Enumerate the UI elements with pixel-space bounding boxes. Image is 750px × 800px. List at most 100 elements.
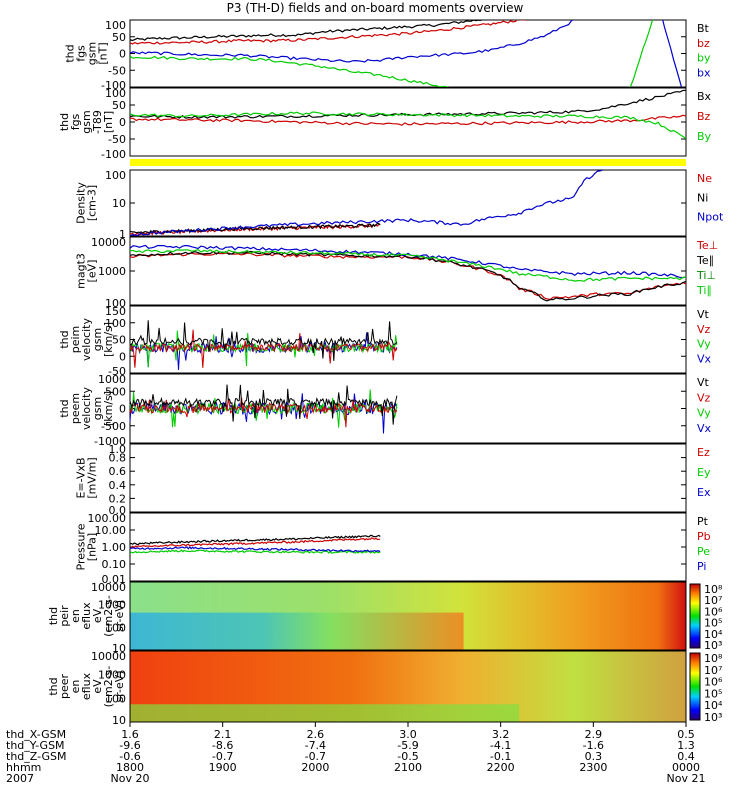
y-tick-label: -50 [108,365,126,378]
panel-frame-7 [129,512,687,582]
y-axis-label: gsm [86,42,99,65]
series-line-Bz [130,114,686,126]
x-tick-label: 1.3 [677,739,695,752]
y-axis-label: peir [58,605,71,627]
y-tick-label: 0 [119,116,126,129]
x-row-label: thd_Z-GSM [6,750,66,763]
legend-entry: Pb [697,530,711,543]
legend-entry: Te⊥ [696,239,718,252]
velocity-trace [129,397,398,428]
x-row-label: hhmm [6,761,41,774]
y-tick-label: 100.00 [88,512,127,525]
y-axis-label: thd [47,677,60,695]
y-axis-label: [eV] [86,260,99,283]
legend-entry: Ni [697,191,708,204]
x-tick-label: 2100 [394,761,422,774]
colorbar-label: 10⁸ [704,583,723,596]
legend-entry: Npot [697,211,724,224]
y-tick-label: 0.4 [109,479,127,492]
y-axis-label: thd [58,399,71,417]
x-row-label: thd_Y-GSM [6,739,65,752]
y-tick-label: -100 [101,148,126,161]
y-tick-label: 0 [119,48,126,61]
x-row-label: thd_X-GSM [6,728,66,741]
series-line-Pb [130,537,381,549]
y-tick-label: 50 [112,31,126,44]
legend-entry: Ey [697,466,711,479]
y-axis-label: sr-eV) [113,600,126,632]
y-axis-label: eV [91,679,104,694]
series-line-bz [130,20,527,45]
legend-entry: Te∥ [696,254,714,267]
x-tick-label: -0.1 [490,750,511,763]
x-tick-label: -5.9 [397,739,418,752]
panel-frame-6 [129,443,687,513]
x-tick-label: 2000 [301,761,329,774]
y-tick-label: 10000 [91,581,126,594]
legend-entry: Vx [697,352,712,365]
spectrogram-low-band [130,612,464,650]
y-axis-label: Pressure [75,523,88,570]
y-tick-label: -500 [101,420,126,433]
x-tick-label: -4.1 [490,739,511,752]
colorbar-label: 10³ [704,711,722,724]
series-line-Bt [130,20,488,42]
y-axis-label: eflux [80,602,93,630]
series-line-Pt [130,534,381,546]
colorbar-label: 10⁸ [704,652,723,665]
y-tick-label: 1000 [98,373,126,386]
legend-entry: Bz [697,110,711,123]
y-axis-label: thd [58,330,71,348]
y-tick-label: 0 [119,403,126,416]
velocity-trace [129,329,398,368]
series-line-by [130,20,654,87]
y-axis-label: thd [64,44,77,62]
y-tick-label: 100 [105,169,126,182]
legend-entry: Vx [697,422,712,435]
y-axis-label: gsm [91,328,104,351]
x-tick-label: 0.4 [677,750,695,763]
y-tick-label: 1.0 [109,443,127,456]
series-line-Te⊥ [130,252,686,301]
y-axis-label: en [69,680,82,694]
x-tick-label: -0.5 [397,750,418,763]
y-tick-label: 100 [105,621,126,634]
panel-frame-2 [129,169,687,237]
y-axis-label: eV [91,608,104,623]
y-tick-label: 0.2 [109,492,127,505]
x-tick-label: -7.4 [305,739,326,752]
y-tick-label: 0.6 [109,465,127,478]
x-tick-label: -0.7 [305,750,326,763]
y-tick-label: 10000 [91,650,126,663]
y-axis-label: eflux [80,672,93,700]
y-tick-label: 10 [112,714,126,727]
colorbar-label: 10⁵ [704,687,722,700]
legend-entry: Vz [697,391,711,404]
x-tick-label: Nov 21 [667,772,706,785]
y-tick-label: -50 [108,64,126,77]
y-axis-label: peim [69,326,82,354]
y-tick-label: 10 [112,642,126,655]
velocity-trace [129,320,398,361]
y-axis-label: [km/s] [102,391,115,426]
velocity-trace [129,332,398,371]
x-tick-label: 2.1 [214,728,232,741]
y-axis-label: fgs [75,45,88,62]
colorbar-label: 10⁴ [704,628,723,641]
y-tick-label: 1 [119,228,126,241]
panel-frame-over [129,581,687,651]
x-tick-label: 3.0 [399,728,417,741]
legend-entry: Vt [697,376,710,389]
x-tick-label: 1800 [116,761,144,774]
y-tick-label: 10.00 [95,524,127,537]
y-axis-label: sr-eV) [113,670,126,702]
y-tick-label: 0 [119,350,126,363]
colorbar-label: 10⁷ [704,594,722,607]
series-line-Pi [130,546,381,553]
y-tick-label: -1000 [94,435,126,448]
legend-entry: By [697,130,712,143]
legend-entry: Ne [697,172,712,185]
legend-entry: Vy [697,338,711,351]
chart-title: P3 (TH-D) fields and on-board moments ov… [226,1,524,15]
